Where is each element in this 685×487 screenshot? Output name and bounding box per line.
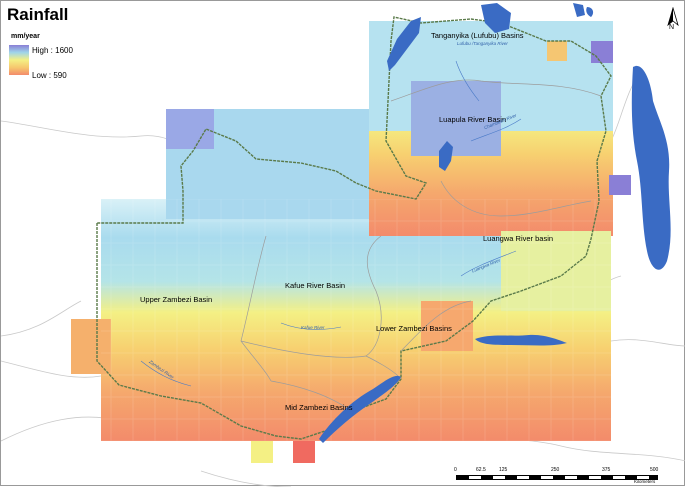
legend-unit: mm/year [11,33,40,40]
scale-tick-0: 0 [454,467,457,473]
scale-tick-2: 125 [499,467,508,473]
north-arrow: N [666,7,680,35]
legend-low-label: Low : 590 [32,71,67,80]
basin-label-luangwa: Luangwa River basin [483,234,554,243]
scale-bar-graphic [456,475,658,480]
river-label-lufubu: Lufubu /Tanganyika River [457,41,508,46]
north-arrow-icon [667,7,679,27]
lake-malawi [631,65,671,270]
scale-unit: Kilometers [634,479,656,484]
scale-tick-1: 62.5 [476,467,486,473]
basin-label-luapula: Luapula River Basin [439,115,507,124]
lake-tanganyika [481,3,511,33]
legend-color-ramp [9,45,29,75]
lakes [319,3,671,443]
scale-tick-3: 250 [551,467,560,473]
lake-north-east [573,3,585,17]
basin-label-upper-zambezi: Upper Zambezi Basin [140,295,213,304]
scale-tick-4: 375 [602,467,611,473]
rainfall-raster [71,21,631,463]
lake-cahora-bassa [475,334,567,346]
map-title: Rainfall [7,5,69,24]
river-label-kafue: Kafue River [301,325,325,330]
rainfall-legend: mm/year High : 1600 Low : 590 [9,33,73,80]
basin-label-mid-zambezi: Mid Zambezi Basins [285,403,353,412]
lake-mweru [387,17,421,71]
scale-tick-5: 500 [650,467,659,473]
lake-ne-small [586,7,594,17]
north-label: N [669,24,675,31]
basin-label-tanganyika: Tanganyika (Lufubu) Basins [431,31,524,40]
rivers [140,60,522,387]
scale-bar: 0 62.5 125 250 375 500 Kilometers [454,467,659,484]
legend-high-label: High : 1600 [32,46,73,55]
basin-label-kafue: Kafue River Basin [285,281,346,290]
basin-label-lower-zambezi: Lower Zambezi Basins [376,324,452,333]
basin-boundaries [240,79,602,412]
lake-kariba [319,375,401,443]
lake-bangweulu [439,141,453,171]
